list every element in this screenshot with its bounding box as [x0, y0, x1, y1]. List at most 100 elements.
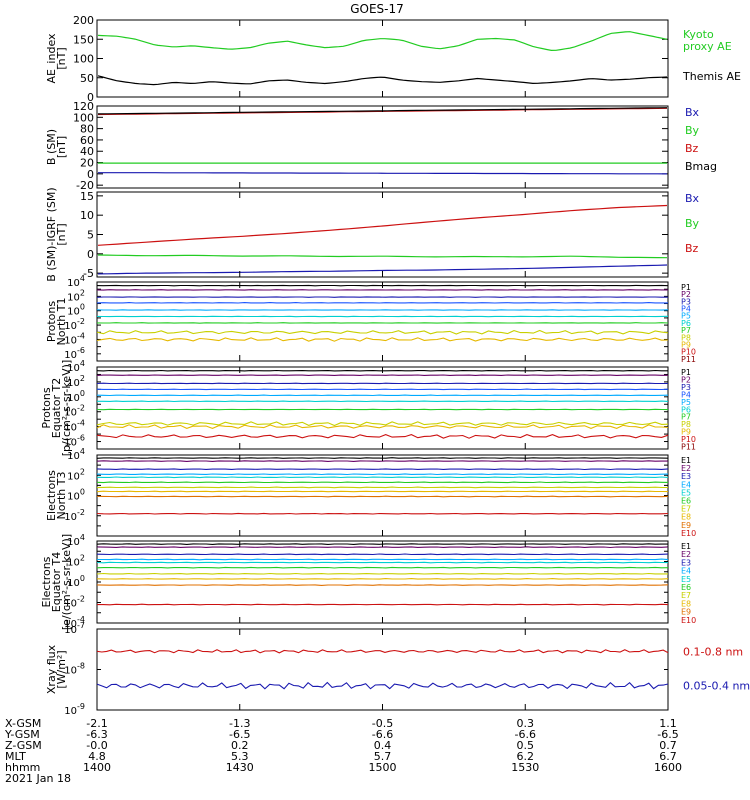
legend-label: By [685, 124, 700, 137]
channel-label: P2 [681, 375, 691, 384]
channel-label: E9 [681, 608, 691, 617]
x-axis-value: 1600 [654, 761, 682, 774]
channel-line-p10 [96, 434, 669, 439]
x-axis-value: 0.5 [517, 739, 535, 752]
y-tick-label: 10-2 [64, 317, 85, 332]
panel-frame [96, 454, 669, 537]
channel-label: P1 [681, 368, 691, 377]
x-axis-value: 5.3 [231, 750, 249, 763]
y-tick-label: 100 [67, 303, 85, 318]
x-axis-value: 5.7 [374, 750, 392, 763]
y-tick-label: 104 [67, 274, 85, 289]
channel-label: P5 [681, 312, 691, 321]
y-axis-label: Protons [40, 387, 53, 428]
channel-label: P6 [681, 319, 691, 328]
channel-label: E3 [681, 472, 691, 481]
y-tick-label: 10-2 [64, 508, 85, 523]
channel-line-p8 [96, 421, 669, 427]
y-axis-label: [nT] [55, 136, 68, 158]
y-tick-label: 100 [67, 574, 85, 589]
y-tick-label: 100 [67, 389, 85, 404]
channel-line-e2 [96, 460, 668, 462]
y-tick-label: 15 [80, 190, 94, 203]
legend-label: Bz [685, 242, 699, 255]
channel-label: P5 [681, 398, 691, 407]
legend-label: By [685, 217, 700, 230]
x-axis-value: 1400 [83, 761, 111, 774]
y-tick-label: 104 [67, 533, 85, 548]
channel-label: E2 [681, 464, 691, 473]
y-axis-label: [e/(cm²-s-sr-keV)] [60, 534, 73, 630]
x-axis-row-label: MLT [5, 750, 26, 763]
channel-label: P1 [681, 283, 691, 292]
y-axis-label: Electrons [45, 470, 58, 521]
y-tick-label: 150 [73, 33, 94, 46]
channel-label: P4 [681, 305, 691, 314]
legend-label: Bx [685, 106, 700, 119]
panel-frame [96, 540, 669, 624]
series-line-bz [97, 204, 668, 246]
y-axis-label: Protons [45, 301, 58, 342]
channel-label: E1 [681, 542, 691, 551]
y-axis-label: [W/m²] [55, 650, 68, 688]
channel-line-e3 [96, 468, 669, 471]
channel-line-e4 [96, 473, 669, 476]
y-axis-label: North T3 [55, 472, 68, 520]
x-axis-value: 1430 [226, 761, 254, 774]
channel-line-p8 [96, 329, 669, 335]
channel-label: E4 [681, 567, 691, 576]
y-tick-label: 10-4 [64, 419, 85, 434]
channel-label: E10 [681, 616, 696, 625]
y-tick-label: 10-4 [64, 331, 85, 346]
channel-line-e6 [96, 481, 669, 484]
y-tick-label: 104 [67, 359, 85, 374]
channel-line-e2 [96, 546, 669, 549]
y-tick-label: 100 [67, 488, 85, 503]
plot-title: GOES-17 [350, 2, 404, 16]
y-axis-label: Electrons [40, 556, 53, 607]
x-axis-value: 1530 [511, 761, 539, 774]
channel-line-e9 [96, 495, 669, 498]
y-axis-label: [nT] [55, 223, 68, 245]
x-axis-value: 0.2 [231, 739, 249, 752]
y-tick-label: 102 [67, 554, 85, 569]
y-tick-label: 10-6 [64, 346, 85, 361]
channel-label: E8 [681, 513, 691, 522]
x-axis-value: -6.5 [657, 728, 678, 741]
channel-line-p9 [96, 337, 669, 342]
series-line-kyoto-proxy-ae [97, 31, 668, 52]
x-axis-value: -6.6 [515, 728, 536, 741]
channel-label: P8 [681, 333, 691, 342]
x-axis-value: -1.3 [229, 717, 250, 730]
panel-7: 10-9 10-8 10-7 Xray flux[W/m²] 0.1-0.8 nm 0.0… [45, 621, 750, 717]
y-axis-label: Equator T4 [50, 552, 63, 612]
y-tick-label: 40 [80, 145, 94, 158]
y-tick-label: 200 [73, 14, 94, 27]
channel-line-e10 [97, 603, 669, 606]
channel-line-e6 [96, 566, 669, 569]
y-tick-label: 10-4 [64, 615, 85, 630]
x-axis-value: 4.8 [88, 750, 106, 763]
x-axis-row-label: X-GSM [5, 717, 41, 730]
x-axis-value: 1.1 [659, 717, 677, 730]
channel-label: E3 [681, 558, 691, 567]
xray-line-0 [96, 649, 669, 654]
channel-line-p9 [96, 424, 669, 429]
y-axis-label: Xray flux [45, 644, 58, 694]
channel-line-e9 [96, 584, 669, 586]
series-line-bx [98, 172, 668, 175]
channel-label: E9 [681, 521, 691, 530]
legend-label: Kyoto [683, 28, 714, 41]
channel-label: E7 [681, 591, 691, 600]
x-axis-value: -2.1 [86, 717, 107, 730]
y-tick-label: 100 [73, 53, 94, 66]
channel-label: E4 [681, 480, 691, 489]
y-tick-label: 0 [87, 168, 94, 181]
y-tick-label: 0 [87, 91, 94, 104]
y-axis-label: [p/(cm²-s-sr-keV)] [60, 360, 73, 457]
y-tick-label: 10 [80, 209, 94, 222]
